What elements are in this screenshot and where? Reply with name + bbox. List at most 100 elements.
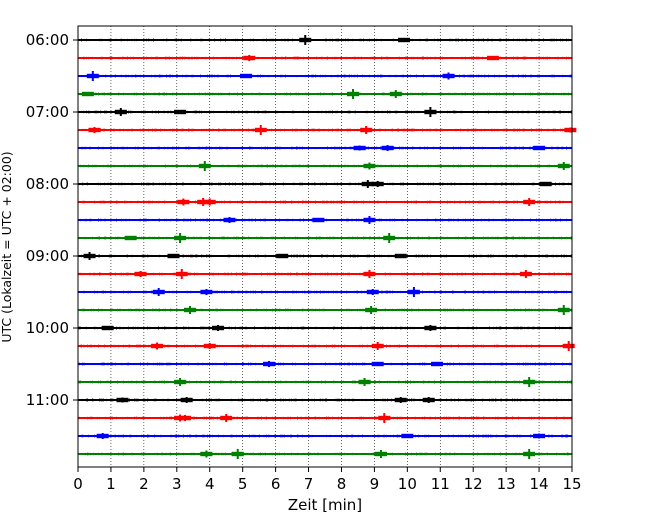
x-tick-label: 12 xyxy=(464,475,483,493)
event-burst xyxy=(223,217,236,223)
event-burst xyxy=(239,73,252,79)
x-tick-label: 9 xyxy=(370,475,380,493)
trace-1130 xyxy=(77,433,572,439)
event-burst xyxy=(371,361,384,367)
x-tick-label: 13 xyxy=(497,475,516,493)
event-burst xyxy=(442,73,455,79)
event-burst xyxy=(363,217,376,223)
x-tick-label: 10 xyxy=(398,475,417,493)
y-tick-label: 08:00 xyxy=(26,175,69,193)
event-burst xyxy=(378,415,391,421)
event-burst xyxy=(180,397,193,403)
event-burst xyxy=(167,253,180,259)
x-tick-label: 4 xyxy=(205,475,215,493)
event-burst xyxy=(231,451,244,457)
event-burst xyxy=(114,109,127,115)
event-burst xyxy=(88,127,101,133)
event-burst xyxy=(116,397,129,403)
event-burst xyxy=(175,271,188,277)
trace-0945 xyxy=(77,305,572,315)
event-burst xyxy=(361,181,374,187)
trace-0815 xyxy=(77,198,572,206)
trace-0715 xyxy=(77,125,577,135)
event-burst xyxy=(389,91,402,97)
event-burst xyxy=(101,325,114,331)
trace-1115 xyxy=(77,413,572,423)
event-burst xyxy=(83,253,96,259)
event-burst xyxy=(203,199,216,205)
event-burst xyxy=(220,415,233,421)
event-burst xyxy=(263,361,276,367)
x-tick-label: 15 xyxy=(562,475,581,493)
event-burst xyxy=(523,379,536,385)
event-burst xyxy=(366,289,379,295)
trace-0645 xyxy=(77,89,572,99)
event-burst xyxy=(394,397,407,403)
event-burst xyxy=(533,433,546,439)
x-tick-label: 8 xyxy=(337,475,347,493)
event-burst xyxy=(96,433,109,439)
trace-0730 xyxy=(77,145,572,151)
event-burst xyxy=(486,55,499,61)
x-tick-label: 3 xyxy=(172,475,182,493)
event-burst xyxy=(564,127,577,133)
event-burst xyxy=(363,163,376,169)
event-burst xyxy=(198,163,211,169)
y-axis-title: UTC (Lokalzeit = UTC + 02:00) xyxy=(0,151,14,342)
event-burst xyxy=(81,91,94,97)
trace-1015 xyxy=(77,341,575,351)
event-burst xyxy=(523,451,536,457)
event-burst xyxy=(533,145,546,151)
event-burst xyxy=(254,127,267,133)
event-burst xyxy=(539,181,552,187)
event-burst xyxy=(134,271,147,277)
event-burst xyxy=(374,451,387,457)
trace-1145 xyxy=(77,449,572,459)
event-burst xyxy=(398,37,411,43)
event-burst xyxy=(424,109,437,115)
event-burst xyxy=(177,199,190,205)
y-axis-ticks: 06:00 07:00 08:00 09:00 10:00 11:00 xyxy=(26,31,78,409)
x-axis-ticks: 0 1 2 3 4 5 6 7 8 9 10 11 12 13 14 15 xyxy=(73,467,582,493)
event-burst xyxy=(371,343,384,349)
y-tick-label: 06:00 xyxy=(26,31,69,49)
event-burst xyxy=(422,397,435,403)
event-burst xyxy=(519,271,532,277)
x-tick-label: 11 xyxy=(431,475,450,493)
event-burst xyxy=(299,37,312,43)
x-tick-label: 6 xyxy=(271,475,281,493)
trace-group xyxy=(77,35,577,459)
event-burst xyxy=(358,379,371,385)
y-tick-label: 09:00 xyxy=(26,247,69,265)
event-burst xyxy=(86,73,99,79)
event-burst xyxy=(152,289,165,295)
event-burst xyxy=(174,109,187,115)
event-burst xyxy=(557,307,570,313)
y-tick-label: 07:00 xyxy=(26,103,69,121)
event-burst xyxy=(183,307,196,313)
event-burst xyxy=(523,199,536,205)
event-burst xyxy=(401,433,414,439)
event-burst xyxy=(365,307,378,313)
trace-0615 xyxy=(77,55,572,61)
event-burst xyxy=(557,163,570,169)
trace-0930 xyxy=(77,287,572,297)
plot-frame xyxy=(77,25,573,468)
event-burst xyxy=(353,145,366,151)
event-burst xyxy=(200,451,213,457)
event-burst xyxy=(312,217,325,223)
event-burst xyxy=(363,271,376,277)
event-burst xyxy=(200,289,213,295)
trace-1100 xyxy=(77,397,572,403)
x-tick-label: 0 xyxy=(73,475,83,493)
y-tick-label: 11:00 xyxy=(26,391,69,409)
event-burst xyxy=(381,145,394,151)
y-tick-label: 10:00 xyxy=(26,319,69,337)
event-burst xyxy=(124,235,137,241)
event-burst xyxy=(407,289,420,295)
event-burst xyxy=(243,55,256,61)
x-tick-label: 5 xyxy=(238,475,248,493)
x-tick-label: 1 xyxy=(106,475,116,493)
